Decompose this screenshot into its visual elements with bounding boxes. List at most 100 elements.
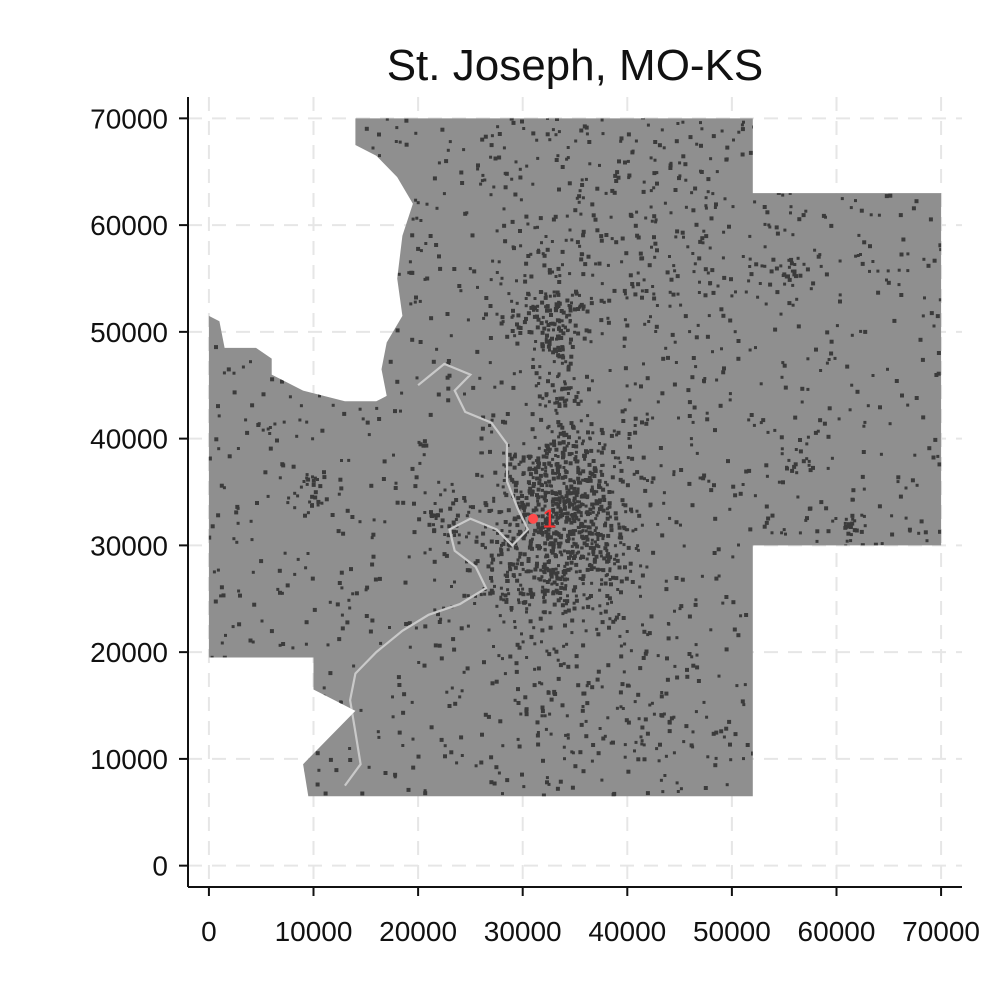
density-dot-984 — [915, 483, 919, 487]
density-dot-1193 — [495, 271, 499, 274]
density-dot-299 — [591, 743, 596, 747]
density-dot-2777 — [850, 513, 855, 518]
density-dot-2472 — [556, 302, 561, 307]
density-dot-1360 — [711, 350, 714, 354]
density-dot-1277 — [331, 403, 335, 407]
density-dot-2727 — [302, 480, 306, 483]
density-dot-2120 — [586, 525, 591, 530]
density-dot-253 — [702, 700, 706, 704]
density-dot-2949 — [788, 191, 792, 195]
density-dot-104 — [645, 412, 649, 416]
density-dot-1899 — [588, 478, 593, 483]
density-dot-3062 — [688, 330, 692, 334]
density-dot-224 — [854, 163, 858, 166]
density-dot-1828 — [633, 430, 638, 435]
density-dot-2004 — [514, 488, 518, 493]
density-dot-2624 — [554, 275, 558, 278]
density-dot-783 — [398, 214, 402, 217]
density-dot-186 — [623, 743, 627, 747]
density-dot-2285 — [543, 566, 548, 571]
density-dot-248 — [241, 365, 245, 369]
density-dot-347 — [672, 470, 676, 474]
density-dot-2612 — [544, 473, 549, 478]
density-dot-1308 — [339, 570, 344, 575]
density-dot-819 — [346, 215, 350, 219]
density-dot-1521 — [413, 484, 418, 489]
density-dot-1386 — [886, 269, 890, 273]
density-dot-2576 — [551, 270, 554, 274]
density-dot-1057 — [289, 307, 293, 311]
density-dot-3011 — [673, 340, 677, 344]
density-dot-1519 — [213, 599, 218, 604]
density-dot-1116 — [906, 602, 911, 607]
density-dot-36 — [489, 143, 494, 148]
density-dot-508 — [422, 439, 427, 444]
density-dot-943 — [495, 604, 499, 608]
density-dot-1936 — [582, 541, 587, 546]
density-dot-2423 — [588, 470, 592, 474]
density-dot-1762 — [540, 514, 545, 519]
density-dot-184 — [829, 639, 834, 644]
density-dot-1049 — [674, 139, 679, 144]
density-dot-857 — [251, 640, 255, 644]
density-dot-2999 — [670, 113, 674, 117]
density-dot-143 — [512, 372, 516, 376]
density-dot-1028 — [337, 637, 342, 642]
density-dot-2886 — [623, 642, 627, 646]
density-dot-218 — [859, 208, 864, 213]
density-dot-2590 — [557, 280, 562, 284]
density-dot-668 — [878, 405, 882, 410]
density-dot-521 — [860, 543, 865, 548]
axes — [187, 97, 962, 888]
density-dot-1375 — [802, 634, 807, 639]
density-dot-2310 — [559, 585, 564, 590]
density-dot-388 — [800, 386, 805, 391]
density-dot-363 — [516, 496, 521, 501]
density-dot-3006 — [641, 189, 646, 194]
density-dot-647 — [672, 382, 677, 387]
density-dot-2266 — [489, 576, 493, 580]
density-dot-1457 — [414, 131, 418, 135]
density-dot-3004 — [727, 224, 731, 229]
density-dot-2091 — [528, 472, 533, 477]
density-dot-2298 — [546, 555, 550, 559]
density-dot-1081 — [923, 530, 928, 535]
density-dot-326 — [428, 412, 433, 417]
density-dot-1317 — [914, 199, 919, 204]
density-dot-847 — [899, 564, 903, 569]
density-dot-2243 — [557, 496, 562, 501]
density-dot-325 — [791, 303, 795, 307]
density-dot-2380 — [552, 647, 556, 651]
density-dot-2416 — [563, 609, 568, 614]
density-dot-671 — [286, 501, 290, 505]
density-dot-940 — [914, 155, 919, 160]
density-dot-1233 — [868, 244, 872, 249]
density-dot-741 — [336, 529, 341, 534]
density-dot-526 — [250, 237, 254, 241]
density-dot-2323 — [563, 623, 567, 628]
density-dot-2605 — [561, 346, 565, 350]
density-dot-2520 — [535, 325, 540, 330]
density-dot-2096 — [531, 476, 535, 480]
density-dot-342 — [886, 367, 889, 371]
density-dot-1497 — [480, 426, 485, 431]
density-dot-942 — [880, 542, 884, 546]
density-dot-2698 — [465, 514, 469, 518]
density-dot-2162 — [490, 430, 494, 434]
density-dot-745 — [252, 602, 257, 607]
density-dot-1780 — [503, 538, 507, 542]
density-dot-641 — [488, 591, 493, 596]
density-dot-308 — [306, 695, 310, 699]
density-dot-2667 — [555, 400, 560, 405]
density-dot-3113 — [570, 301, 573, 305]
density-dot-2676 — [561, 452, 566, 457]
density-dot-241 — [722, 366, 726, 371]
density-dot-2617 — [569, 421, 574, 426]
density-dot-2929 — [668, 290, 672, 294]
density-dot-1009 — [479, 436, 484, 441]
x-tick-label-3: 30000 — [484, 916, 562, 947]
density-dot-1907 — [579, 399, 583, 403]
density-dot-1396 — [743, 683, 747, 687]
density-dot-1921 — [551, 471, 555, 475]
density-dot-1268 — [281, 463, 286, 468]
